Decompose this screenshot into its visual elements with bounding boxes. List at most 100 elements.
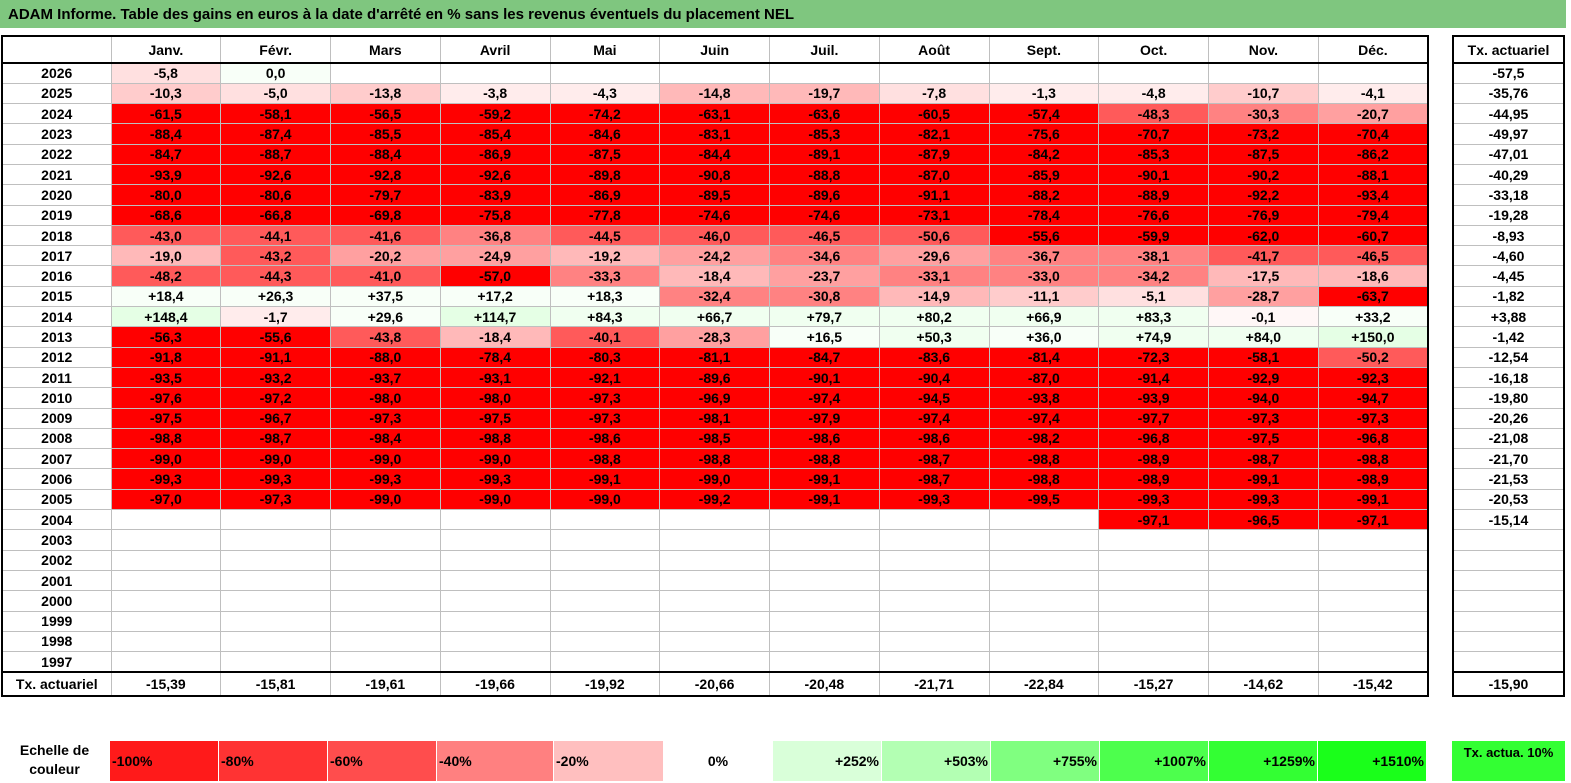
gain-cell xyxy=(220,610,331,632)
gain-cell: -88,0 xyxy=(330,346,441,368)
gain-cell: -99,1 xyxy=(769,488,880,511)
gain-cell xyxy=(110,610,222,632)
year-label: 2002 xyxy=(1,549,112,571)
gain-cell: +84,0 xyxy=(1208,326,1319,348)
gain-cell xyxy=(439,509,551,531)
gain-cell: -28,7 xyxy=(1208,285,1319,308)
gain-cell: -58,1 xyxy=(1208,346,1319,368)
gain-cell: -98,0 xyxy=(330,387,441,409)
gain-cell: -85,4 xyxy=(439,123,551,145)
gain-cell: -84,4 xyxy=(659,143,770,165)
gain-cell: +50,3 xyxy=(878,326,990,348)
gain-cell: -91,4 xyxy=(1098,366,1209,389)
actuarial-rate-table: Tx. actuariel -57,5 -35,76 -44,95 -49,97 -47,… xyxy=(1452,35,1565,697)
gain-cell: -77,8 xyxy=(549,204,661,226)
gain-cell xyxy=(220,651,331,673)
gain-cell: -23,7 xyxy=(769,265,880,287)
gain-cell xyxy=(1317,549,1429,571)
gain-cell xyxy=(659,509,770,531)
gain-cell: -83,6 xyxy=(878,346,990,368)
gain-cell: -97,3 xyxy=(220,488,331,511)
gain-cell: -92,6 xyxy=(220,163,331,186)
gain-cell: -87,0 xyxy=(878,163,990,186)
gain-cell: -60,7 xyxy=(1317,224,1429,247)
color-scale-label: Echelle de couleur xyxy=(19,742,90,777)
gain-cell: +80,2 xyxy=(878,306,990,328)
gain-cell: -75,8 xyxy=(439,204,551,226)
gain-cell xyxy=(878,590,990,612)
gain-cell xyxy=(1317,630,1429,653)
gain-cell xyxy=(1098,651,1209,673)
gain-cell: -48,3 xyxy=(1098,103,1209,125)
gain-cell: -92,8 xyxy=(330,163,441,186)
gain-cell xyxy=(1317,590,1429,612)
gain-cell: -24,9 xyxy=(439,245,551,267)
gain-cell: -96,8 xyxy=(1317,427,1429,450)
gain-cell: -44,1 xyxy=(220,224,331,247)
rate-cell: -33,18 xyxy=(1453,184,1564,206)
gain-cell xyxy=(1098,529,1209,551)
table-row: 2025 -10,3 -5,0 -13,8 -3,8 -4,3 -14,8 -19,7 -7,8… xyxy=(1,82,1429,105)
footer-rate-cell: -15,81 xyxy=(220,670,331,697)
gain-cell xyxy=(1208,590,1319,612)
gain-cell xyxy=(769,529,880,551)
gain-cell: -55,6 xyxy=(220,326,331,348)
gain-cell xyxy=(878,529,990,551)
gain-cell: -18,4 xyxy=(659,265,770,287)
gain-cell xyxy=(988,590,1100,612)
gain-cell: -7,8 xyxy=(878,82,990,105)
footer-rate-cell: -22,84 xyxy=(988,670,1100,697)
gain-cell: -19,2 xyxy=(549,245,661,267)
year-label: 2016 xyxy=(1,265,112,287)
gain-cell xyxy=(110,509,222,531)
gain-cell: -99,3 xyxy=(878,488,990,511)
gain-cell xyxy=(110,549,222,571)
gain-cell xyxy=(1317,651,1429,673)
gain-cell: -99,3 xyxy=(439,468,551,490)
gain-cell: -97,5 xyxy=(110,407,222,429)
gain-cell: -81,4 xyxy=(988,346,1100,368)
gain-cell xyxy=(1208,62,1319,84)
gain-cell: -4,3 xyxy=(549,82,661,105)
corner-cell xyxy=(2,36,112,64)
year-label: 2004 xyxy=(1,509,112,531)
gain-cell: -87,9 xyxy=(878,143,990,165)
gain-cell: -79,4 xyxy=(1317,204,1429,226)
gain-cell: -20,7 xyxy=(1317,103,1429,125)
gain-cell: -80,3 xyxy=(549,346,661,368)
table-row: 2017 -19,0 -43,2 -20,2 -24,9 -19,2 -24,2 -34,6-… xyxy=(1,245,1429,267)
gain-cell: -80,0 xyxy=(110,184,222,206)
color-scale-cell: -60% xyxy=(328,741,437,781)
month-header: Oct. xyxy=(1098,35,1209,64)
footer-rate-cell: -21,71 xyxy=(878,670,990,697)
gain-cell xyxy=(1208,630,1319,653)
month-header: Févr. xyxy=(220,35,331,64)
year-label: 2019 xyxy=(1,204,112,226)
table-row: 2011 -93,5 -93,2 -93,7 -93,1 -92,1 -89,6 -90,1-… xyxy=(1,366,1429,389)
gain-cell: -93,5 xyxy=(110,366,222,389)
gain-cell: -88,8 xyxy=(769,163,880,186)
gain-cell: -97,6 xyxy=(110,387,222,409)
table-row: 2023 -88,4 -87,4 -85,5 -85,4 -84,6 -83,1 -85,3-… xyxy=(1,123,1429,145)
gain-cell: +83,3 xyxy=(1098,306,1209,328)
month-header: Janv. xyxy=(110,35,222,64)
gain-cell: -0,1 xyxy=(1208,306,1319,328)
gain-cell: -99,3 xyxy=(110,468,222,490)
gain-cell: -89,5 xyxy=(659,184,770,206)
gain-cell: -44,5 xyxy=(549,224,661,247)
gain-cell: -99,3 xyxy=(330,468,441,490)
gain-cell: -98,2 xyxy=(988,427,1100,450)
gain-cell xyxy=(1208,529,1319,551)
gain-cell xyxy=(878,62,990,84)
table-row: 2006 -99,3 -99,3 -99,3 -99,3 -99,1 -99,0 -99,1-… xyxy=(1,468,1429,490)
gain-cell: -10,7 xyxy=(1208,82,1319,105)
table-row: 1999 xyxy=(1,610,1429,632)
footer-rate-cell: -20,48 xyxy=(769,670,880,697)
gain-cell: -92,3 xyxy=(1317,366,1429,389)
gain-cell: -29,6 xyxy=(878,245,990,267)
table-row: 1997 xyxy=(1,651,1429,673)
rate-cell xyxy=(1453,590,1564,612)
gain-cell: -63,6 xyxy=(769,103,880,125)
gain-cell xyxy=(330,610,441,632)
gain-cell: -43,8 xyxy=(330,326,441,348)
